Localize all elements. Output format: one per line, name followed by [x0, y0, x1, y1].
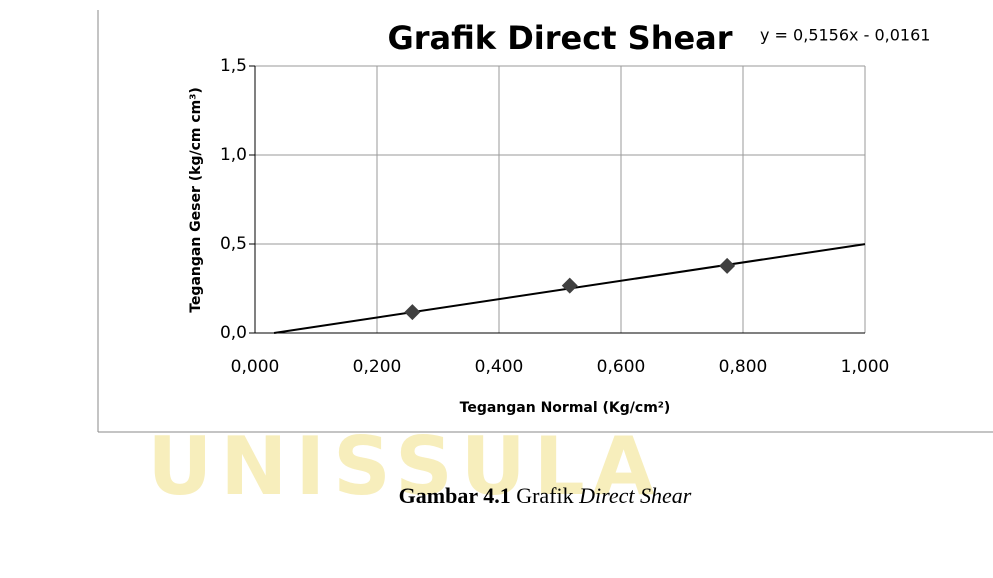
x-tick-label: 0,200: [353, 357, 402, 377]
x-tick-label: 0,600: [597, 357, 646, 377]
plot: [249, 65, 866, 334]
data-point: [561, 277, 578, 294]
data-point: [719, 257, 736, 274]
y-tick-label: 0,0: [220, 323, 247, 343]
y-tick-label: 1,0: [220, 145, 247, 165]
y-tick-label: 0,5: [220, 234, 247, 254]
trendline-equation: y = 0,5156x - 0,0161: [760, 26, 930, 45]
caption-text: Grafik: [516, 483, 573, 508]
caption-emphasis: Direct Shear: [578, 483, 692, 508]
y-axis-title: Tegangan Geser (kg/cm cm³): [188, 87, 204, 313]
x-tick-label: 0,400: [475, 357, 524, 377]
chart-title: Grafik Direct Shear: [387, 19, 732, 57]
caption: Gambar 4.1 Grafik Direct Shear: [399, 483, 692, 508]
x-tick-label: 0,000: [231, 357, 280, 377]
x-axis-title: Tegangan Normal (Kg/cm²): [460, 400, 671, 416]
y-tick-label: 1,5: [220, 56, 247, 76]
x-tick-label: 0,800: [719, 357, 768, 377]
caption-label: Gambar 4.1: [399, 483, 511, 508]
x-tick-label: 1,000: [841, 357, 890, 377]
watermark: UNISSULA: [147, 420, 662, 513]
data-point: [404, 304, 421, 321]
